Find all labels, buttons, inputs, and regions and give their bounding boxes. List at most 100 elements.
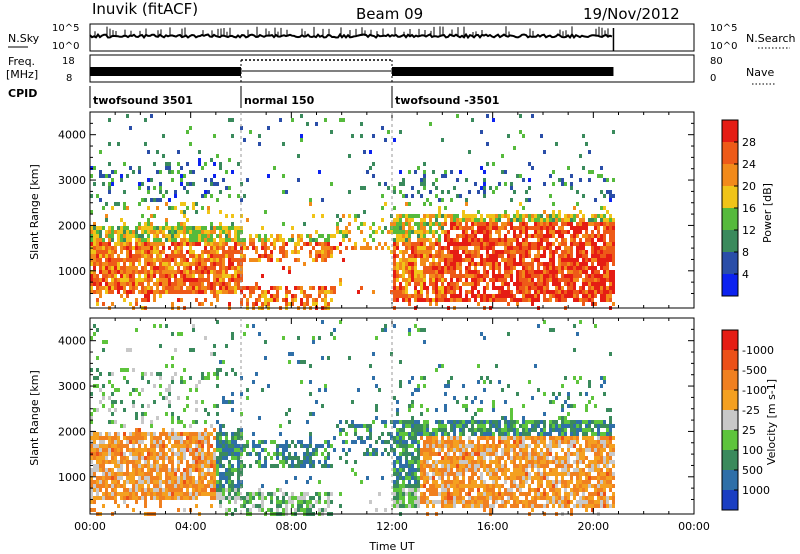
heatmap-cell [297, 336, 300, 340]
heatmap-cell [417, 226, 420, 230]
heatmap-cell [477, 270, 480, 274]
heatmap-cell [486, 298, 489, 302]
heatmap-cell [435, 452, 438, 456]
heatmap-cell [195, 420, 198, 424]
heatmap-cell [441, 436, 444, 440]
heatmap-cell [459, 436, 462, 440]
heatmap-cell [249, 258, 252, 262]
heatmap-cell [402, 286, 405, 290]
heatmap-cell [156, 488, 159, 492]
heatmap-cell [108, 436, 111, 440]
heatmap-cell [402, 484, 405, 488]
heatmap-cell [432, 436, 435, 440]
heatmap-cell [426, 460, 429, 464]
heatmap-cell [171, 274, 174, 278]
heatmap-cell [159, 250, 162, 254]
heatmap-cell [162, 274, 165, 278]
heatmap-cell [546, 222, 549, 226]
heatmap-cell [177, 480, 180, 484]
heatmap-cell [603, 290, 606, 294]
heatmap-cell [159, 496, 162, 500]
heatmap-cell [471, 432, 474, 436]
heatmap-cell [447, 254, 450, 258]
heatmap-cell [582, 262, 585, 266]
heatmap-cell [180, 274, 183, 278]
heatmap-cell [96, 464, 99, 468]
heatmap-cell [135, 328, 138, 332]
heatmap-cell [372, 420, 375, 424]
heatmap-cell [450, 468, 453, 472]
heatmap-cell [429, 270, 432, 274]
heatmap-cell [174, 282, 177, 286]
heatmap-cell [309, 286, 312, 290]
heatmap-cell [126, 238, 129, 242]
heatmap-cell [228, 464, 231, 468]
heatmap-cell [165, 412, 168, 416]
heatmap-cell [411, 214, 414, 218]
heatmap-cell [492, 118, 495, 122]
heatmap-cell [411, 456, 414, 460]
heatmap-cell [525, 222, 528, 226]
heatmap-cell [132, 440, 135, 444]
heatmap-cell [609, 234, 612, 238]
heatmap-cell [204, 246, 207, 250]
heatmap-cell [264, 290, 267, 294]
heatmap-cell [609, 190, 612, 194]
heatmap-cell [201, 238, 204, 242]
heatmap-cell [195, 210, 198, 214]
heatmap-cell [309, 460, 312, 464]
heatmap-cell [96, 432, 99, 436]
heatmap-cell [192, 440, 195, 444]
nsearch-label: N.Search [746, 32, 796, 45]
heatmap-cell [486, 246, 489, 250]
heatmap-cell [132, 246, 135, 250]
heatmap-cell [570, 214, 573, 218]
heatmap-cell [393, 460, 396, 464]
heatmap-cell [429, 464, 432, 468]
heatmap-cell [270, 456, 273, 460]
heatmap-cell [426, 500, 429, 504]
heatmap-cell [480, 214, 483, 218]
heatmap-cell [99, 278, 102, 282]
heatmap-cell [591, 258, 594, 262]
heatmap-cell [495, 186, 498, 190]
heatmap-cell [180, 166, 183, 170]
heatmap-cell [261, 294, 264, 298]
heatmap-cell [489, 294, 492, 298]
heatmap-cell [123, 234, 126, 238]
heatmap-cell [228, 460, 231, 464]
heatmap-cell [225, 488, 228, 492]
heatmap-cell [501, 254, 504, 258]
heatmap-cell [465, 468, 468, 472]
heatmap-cell [522, 254, 525, 258]
heatmap-cell [126, 468, 129, 472]
heatmap-cell [90, 278, 93, 282]
heatmap-cell [186, 488, 189, 492]
heatmap-cell [453, 496, 456, 500]
heatmap-cell [468, 456, 471, 460]
heatmap-cell [309, 294, 312, 298]
heatmap-cell [399, 214, 402, 218]
heatmap-cell [486, 262, 489, 266]
heatmap-cell [180, 452, 183, 456]
heatmap-cell [411, 194, 414, 198]
heatmap-cell [453, 504, 456, 508]
heatmap-cell [456, 114, 459, 118]
heatmap-cell [525, 190, 528, 194]
heatmap-cell [381, 420, 384, 424]
heatmap-cell [432, 290, 435, 294]
heatmap-cell [561, 242, 564, 246]
heatmap-cell [135, 286, 138, 290]
heatmap-cell [90, 250, 93, 254]
heatmap-cell [447, 456, 450, 460]
heatmap-cell [96, 290, 99, 294]
heatmap-cell [258, 460, 261, 464]
heatmap-cell [105, 214, 108, 218]
heatmap-cell [102, 404, 105, 408]
heatmap-cell [258, 452, 261, 456]
heatmap-cell [303, 464, 306, 468]
heatmap-cell [153, 234, 156, 238]
heatmap-cell [519, 250, 522, 254]
heatmap-cell [369, 246, 372, 250]
heatmap-cell [450, 460, 453, 464]
